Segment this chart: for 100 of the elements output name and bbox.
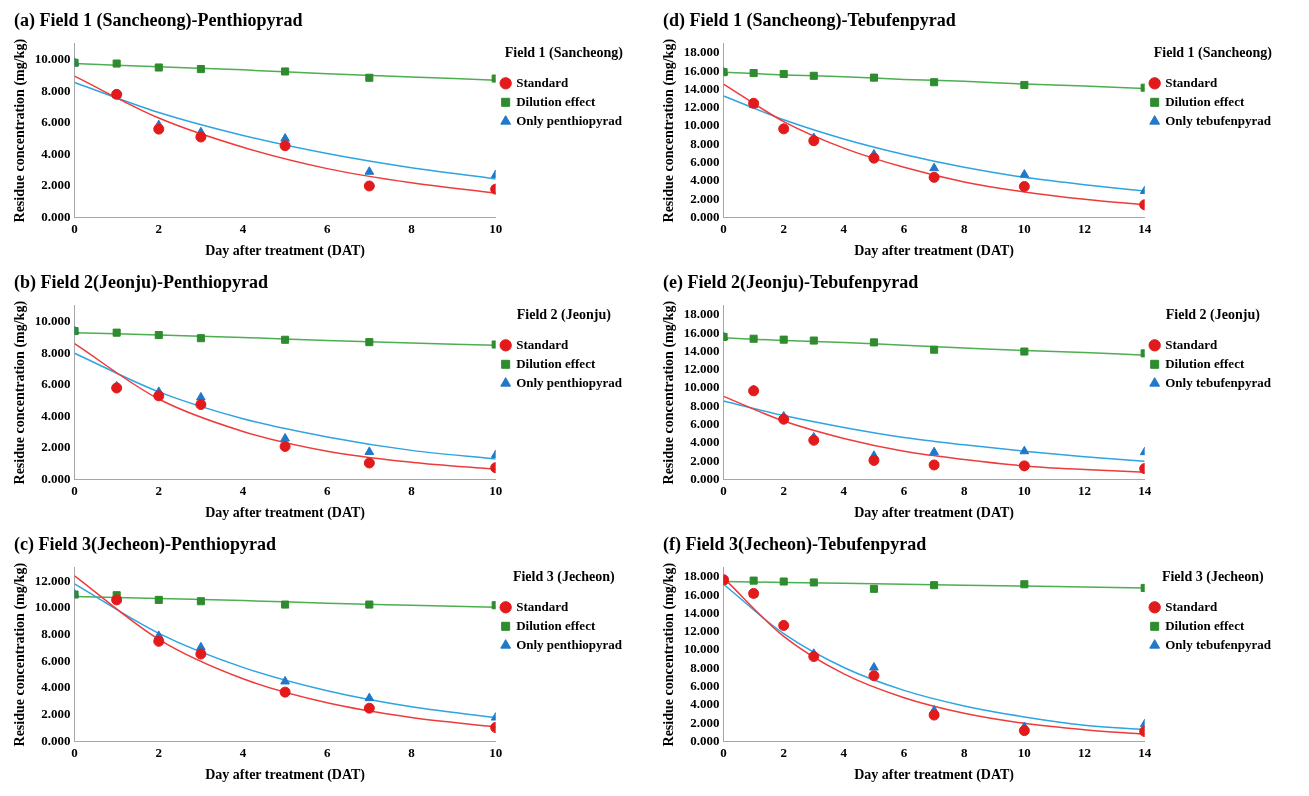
chart-title: (c) Field 3(Jecheon)-Penthiopyrad bbox=[13, 533, 277, 556]
legend-label: Only tebufenpyrad bbox=[1165, 636, 1272, 652]
legend-label: Only penthiopyrad bbox=[516, 374, 623, 390]
legend-label: Dilution effect bbox=[516, 617, 596, 633]
x-tick-label: 14 bbox=[1138, 220, 1152, 236]
y-tick-label: 2.000 bbox=[690, 714, 720, 730]
legend-label: Standard bbox=[1165, 598, 1218, 614]
x-tick-label: 12 bbox=[1078, 482, 1092, 498]
y-tick-label: 12.000 bbox=[683, 361, 720, 377]
y-tick-label: 0.000 bbox=[690, 208, 720, 224]
y-tick-label: 14.000 bbox=[683, 80, 720, 96]
y-tick-label: 14.000 bbox=[683, 604, 720, 620]
x-tick-label: 6 bbox=[900, 744, 908, 760]
legend-label: Only penthiopyrad bbox=[516, 112, 623, 128]
y-tick-label: 4.000 bbox=[690, 434, 720, 450]
legend-label: Only penthiopyrad bbox=[516, 636, 623, 652]
y-tick-label: 8.000 bbox=[41, 82, 71, 98]
y-tick-label: 6.000 bbox=[41, 114, 71, 130]
x-tick-label: 14 bbox=[1138, 744, 1152, 760]
y-tick-label: 12.000 bbox=[34, 572, 71, 588]
x-tick-label: 12 bbox=[1078, 220, 1092, 236]
legend-label: Dilution effect bbox=[516, 355, 596, 371]
x-tick-label: 0 bbox=[71, 220, 78, 236]
y-tick-label: 6.000 bbox=[41, 652, 71, 668]
legend-label: Dilution effect bbox=[1165, 93, 1245, 109]
chart-title: (b) Field 2(Jeonju)-Penthiopyrad bbox=[13, 271, 269, 294]
y-axis-title: Residue concentration (mg/kg) bbox=[661, 562, 678, 747]
legend-title: Field 1 (Sancheong) bbox=[1153, 44, 1273, 61]
y-tick-label: 12.000 bbox=[683, 623, 720, 639]
x-tick-label: 12 bbox=[1078, 744, 1092, 760]
x-axis-title: Day after treatment (DAT) bbox=[854, 767, 1015, 784]
y-tick-label: 16.000 bbox=[683, 586, 720, 602]
y-tick-label: 10.000 bbox=[683, 117, 720, 133]
x-tick-label: 2 bbox=[155, 482, 163, 498]
y-tick-label: 18.000 bbox=[683, 44, 720, 60]
legend-label: Standard bbox=[516, 598, 569, 614]
y-tick-label: 10.000 bbox=[34, 312, 71, 328]
y-tick-label: 0.000 bbox=[41, 470, 71, 486]
y-tick-label: 18.000 bbox=[683, 568, 720, 584]
y-axis-title: Residue concentration (mg/kg) bbox=[12, 38, 29, 223]
x-tick-label: 2 bbox=[780, 482, 787, 498]
x-tick-label: 10 bbox=[1017, 744, 1031, 760]
y-tick-label: 8.000 bbox=[41, 344, 71, 360]
x-axis-title: Day after treatment (DAT) bbox=[854, 505, 1015, 522]
y-tick-label: 8.000 bbox=[690, 135, 720, 151]
x-axis-title: Day after treatment (DAT) bbox=[205, 767, 366, 784]
x-tick-label: 6 bbox=[900, 482, 908, 498]
legend-label: Only tebufenpyrad bbox=[1165, 112, 1272, 128]
x-tick-label: 2 bbox=[155, 744, 163, 760]
y-tick-label: 6.000 bbox=[690, 416, 720, 432]
y-tick-label: 2.000 bbox=[41, 177, 71, 193]
y-tick-label: 4.000 bbox=[690, 172, 720, 188]
x-tick-label: 6 bbox=[323, 220, 331, 236]
x-tick-label: 8 bbox=[960, 220, 968, 236]
legend-label: Standard bbox=[516, 74, 569, 90]
x-tick-label: 0 bbox=[720, 744, 727, 760]
chart-title: (d) Field 1 (Sancheong)-Tebufenpyrad bbox=[662, 9, 957, 32]
y-tick-label: 6.000 bbox=[690, 154, 720, 170]
y-tick-label: 10.000 bbox=[683, 379, 720, 395]
x-tick-label: 4 bbox=[840, 744, 848, 760]
legend-title: Field 2 (Jeonju) bbox=[1165, 306, 1261, 323]
x-tick-label: 2 bbox=[780, 220, 787, 236]
legend-title: Field 3 (Jecheon) bbox=[512, 568, 616, 585]
x-tick-label: 8 bbox=[408, 482, 416, 498]
legend-label: Dilution effect bbox=[1165, 355, 1245, 371]
x-tick-label: 2 bbox=[155, 220, 163, 236]
legend-label: Dilution effect bbox=[1165, 617, 1245, 633]
legend-label: Standard bbox=[516, 336, 569, 352]
legend-label: Standard bbox=[1165, 74, 1218, 90]
y-tick-label: 12.000 bbox=[683, 99, 720, 115]
x-axis-title: Day after treatment (DAT) bbox=[205, 505, 366, 522]
y-axis-title: Residue concentration (mg/kg) bbox=[12, 300, 29, 485]
y-tick-label: 4.000 bbox=[41, 145, 71, 161]
x-tick-label: 14 bbox=[1138, 482, 1152, 498]
x-tick-label: 8 bbox=[408, 220, 416, 236]
y-axis-title: Residue concentration (mg/kg) bbox=[12, 562, 29, 747]
y-tick-label: 4.000 bbox=[41, 679, 71, 695]
y-tick-label: 2.000 bbox=[690, 452, 720, 468]
x-tick-label: 0 bbox=[71, 744, 78, 760]
legend-title: Field 2 (Jeonju) bbox=[516, 306, 612, 323]
y-tick-label: 10.000 bbox=[683, 641, 720, 657]
x-tick-label: 6 bbox=[900, 220, 908, 236]
y-tick-label: 0.000 bbox=[690, 732, 720, 748]
y-tick-label: 0.000 bbox=[41, 208, 71, 224]
x-tick-label: 10 bbox=[1017, 220, 1031, 236]
x-tick-label: 4 bbox=[239, 220, 247, 236]
x-tick-label: 0 bbox=[720, 482, 727, 498]
chart-title: (a) Field 1 (Sancheong)-Penthiopyrad bbox=[13, 9, 304, 32]
y-tick-label: 6.000 bbox=[41, 376, 71, 392]
x-tick-label: 10 bbox=[489, 744, 503, 760]
x-tick-label: 2 bbox=[780, 744, 787, 760]
y-axis-title: Residue concentration (mg/kg) bbox=[661, 300, 678, 485]
y-tick-label: 18.000 bbox=[683, 306, 720, 322]
y-tick-label: 4.000 bbox=[41, 407, 71, 423]
y-tick-label: 2.000 bbox=[690, 190, 720, 206]
y-tick-label: 16.000 bbox=[683, 62, 720, 78]
y-tick-label: 6.000 bbox=[690, 678, 720, 694]
legend-title: Field 1 (Sancheong) bbox=[504, 44, 624, 61]
y-tick-label: 16.000 bbox=[683, 324, 720, 340]
x-axis-title: Day after treatment (DAT) bbox=[854, 243, 1015, 260]
